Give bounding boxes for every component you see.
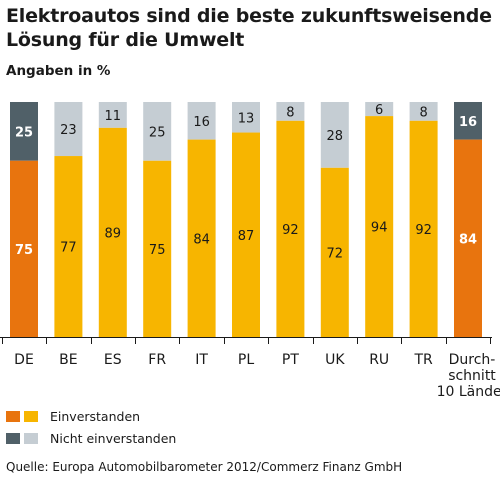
- legend-disagree: Nicht einverstanden: [6, 431, 176, 446]
- category-label-pt: PT: [282, 352, 299, 368]
- value-label-disagree-it: 16: [193, 115, 210, 130]
- value-label-disagree-durch-schnitt-l-nder: 16: [459, 115, 477, 130]
- bar-agree-ru: [365, 116, 394, 337]
- value-label-disagree-es: 11: [105, 109, 122, 124]
- bar-agree-it: [187, 139, 216, 337]
- value-label-disagree-ru: 6: [375, 103, 383, 118]
- value-label-disagree-pl: 13: [238, 111, 255, 126]
- bar-agree-durch-schnitt-l-nder: [454, 139, 482, 337]
- legend-swatch-agree: [24, 411, 38, 422]
- chart-title: Elektroautos sind die beste zukunftsweis…: [6, 5, 492, 51]
- value-label-disagree-pt: 8: [286, 105, 294, 120]
- value-label-agree-pt: 92: [282, 223, 299, 238]
- bar-disagree-durch-schnitt-l-nder: [454, 102, 482, 140]
- bar-disagree-be: [54, 102, 83, 157]
- category-label-it: IT: [195, 352, 208, 368]
- value-label-agree-pl: 87: [238, 229, 255, 244]
- bar-disagree-de: [10, 102, 38, 161]
- value-label-agree-de: 75: [15, 243, 33, 258]
- category-label-be: BE: [59, 352, 77, 368]
- source-note: Quelle: Europa Automobilbarometer 2012/C…: [6, 460, 403, 474]
- legend-swatch-agree-highlight: [6, 411, 20, 422]
- bar-disagree-es: [98, 102, 127, 128]
- bar-agree-pt: [276, 120, 305, 337]
- category-label-pl: PL: [238, 352, 254, 368]
- bar-disagree-uk: [320, 102, 349, 168]
- category-label-tr: TR: [413, 352, 433, 368]
- bar-agree-pl: [232, 132, 260, 337]
- category-label-de: DE: [14, 352, 34, 368]
- bar-agree-de: [10, 160, 38, 337]
- value-label-agree-ru: 94: [371, 221, 388, 236]
- bar-disagree-it: [187, 102, 216, 140]
- bar-disagree-fr: [143, 102, 172, 161]
- legend-swatch-disagree: [24, 433, 38, 444]
- legend-swatch-disagree-highlight: [6, 433, 20, 444]
- bar-disagree-pl: [232, 102, 260, 133]
- bar-disagree-ru: [365, 102, 394, 117]
- bar-agree-fr: [143, 160, 172, 337]
- bar-disagree-pt: [276, 102, 305, 121]
- chart-subtitle: Angaben in %: [6, 63, 111, 79]
- stacked-bar-chart: 75 25 DE 77 23 BE 89 11 ES 75 25 FR 84 16 IT 87 13 PL 92 8 P…: [0, 102, 500, 400]
- category-label-es: ES: [104, 352, 122, 368]
- category-label-ru: RU: [369, 352, 389, 368]
- value-label-disagree-uk: 28: [327, 129, 344, 144]
- value-label-agree-it: 84: [193, 232, 210, 247]
- value-label-agree-durch-schnitt-l-nder: 84: [459, 232, 477, 247]
- legend-label-disagree: Nicht einverstanden: [50, 431, 177, 446]
- value-label-agree-uk: 72: [327, 246, 344, 261]
- bar-disagree-tr: [409, 102, 438, 121]
- legend-label-agree: Einverstanden: [50, 409, 141, 424]
- value-label-agree-fr: 75: [149, 243, 166, 258]
- value-label-agree-be: 77: [60, 241, 77, 256]
- value-label-disagree-fr: 25: [149, 125, 166, 140]
- value-label-disagree-be: 23: [60, 123, 77, 138]
- bar-agree-es: [98, 127, 127, 337]
- category-label-fr: FR: [148, 352, 166, 368]
- value-label-disagree-tr: 8: [419, 105, 427, 120]
- bar-agree-be: [54, 156, 83, 337]
- value-label-agree-es: 89: [105, 226, 122, 241]
- category-label-uk: UK: [325, 352, 345, 368]
- legend-agree: Einverstanden: [6, 409, 140, 424]
- bar-agree-tr: [409, 120, 438, 337]
- bar-agree-uk: [320, 167, 349, 337]
- value-label-disagree-de: 25: [15, 125, 33, 140]
- value-label-agree-tr: 92: [415, 223, 432, 238]
